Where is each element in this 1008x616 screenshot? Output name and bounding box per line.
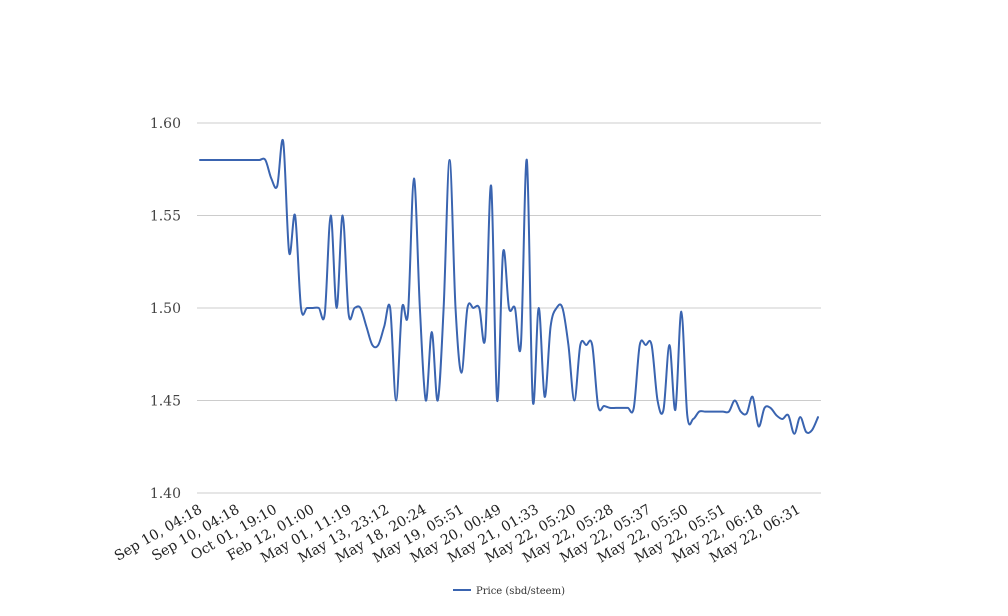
- legend: Price (sbd/steem): [453, 586, 565, 597]
- y-tick-label: 1.55: [150, 209, 181, 225]
- y-tick-label: 1.50: [150, 301, 181, 317]
- y-tick-label: 1.40: [150, 486, 181, 502]
- series-line-price: [199, 138, 819, 435]
- y-tick-label: 1.60: [150, 116, 181, 132]
- series-layer: [199, 138, 819, 435]
- y-axis-ticks: 1.60 1.55 1.50 1.45 1.40: [150, 116, 181, 502]
- y-tick-label: 1.45: [150, 394, 181, 410]
- legend-label: Price (sbd/steem): [476, 586, 565, 597]
